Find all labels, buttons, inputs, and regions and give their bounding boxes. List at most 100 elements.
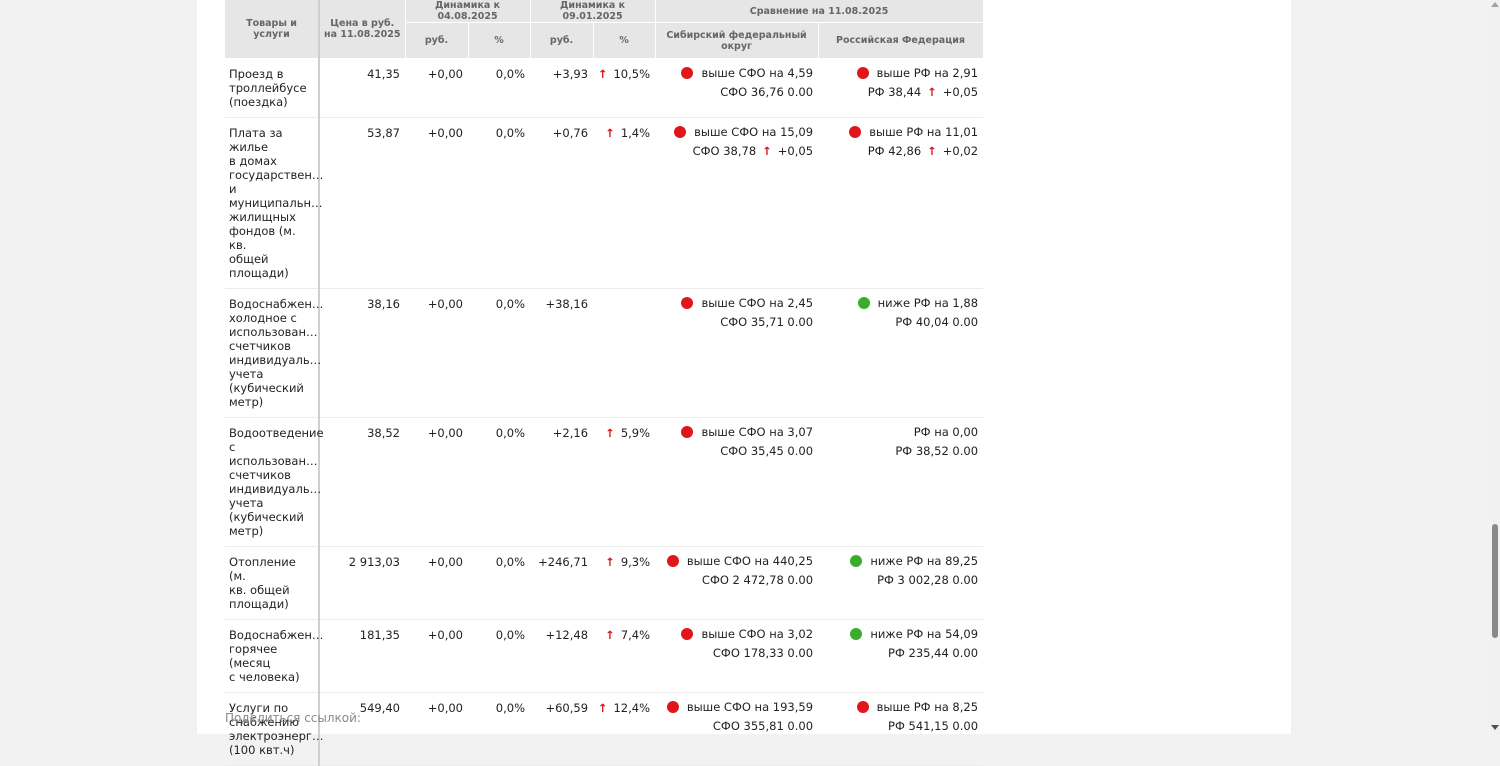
sfo-comparison-difference-text: выше СФО на 2,45 (701, 296, 814, 310)
cell-price: 38,52 (319, 417, 405, 547)
arrow-up-icon: ↑ (927, 85, 937, 99)
sfo-comparison-average-text: СФО 38,78 (692, 144, 757, 158)
sfo-comparison-average-text: СФО 178,33 0.00 (712, 646, 814, 660)
scroll-up-icon[interactable] (1491, 2, 1499, 7)
status-dot-icon (674, 126, 687, 138)
arrow-up-icon: ↑ (605, 628, 615, 642)
cell-rf-comparison: РФ на 0,00 РФ 38,52 0.00 (818, 417, 984, 547)
arrow-up-icon: ↑ (597, 701, 608, 715)
header-dyn1-rub[interactable]: руб. (405, 22, 469, 59)
goods-name-line: (поездка) (229, 95, 288, 109)
goods-name-line: площади) (229, 266, 289, 280)
goods-name-line: (кубический (229, 510, 304, 524)
cell-goods-name: Проезд в троллейбусе (поездка) (225, 58, 320, 118)
sfo-comparison-difference-text: выше СФО на 3,02 (701, 627, 814, 641)
sfo-comparison-average-text: СФО 35,45 0.00 (720, 444, 814, 458)
arrow-up-icon: ↑ (597, 67, 608, 81)
header-dynamics-year: Динамика к 09.01.2025 (530, 0, 656, 23)
header-dyn1-pct[interactable]: % (468, 22, 531, 59)
rf-comparison-average-delta: +0,02 (942, 144, 979, 158)
goods-name-line: учета (229, 496, 264, 510)
cell-price: 2 913,03 (319, 546, 405, 620)
cell-dyn2-pct: ↑ 5,9% (593, 417, 656, 547)
cell-dyn2-rub: +60,59 (530, 692, 594, 766)
goods-name-line: Плата за жилье (229, 126, 283, 154)
rf-comparison-average-text: РФ 42,86 (867, 144, 922, 158)
status-dot-icon (666, 555, 679, 567)
goods-name-line: государствен… (229, 168, 324, 182)
goods-name-line: электроэнерг… (229, 729, 324, 743)
rf-comparison-difference: РФ на 0,00 (822, 423, 978, 442)
page-content: Товары и услуги Цена в руб. на 11.08.202… (197, 0, 1291, 766)
sfo-comparison-difference-text: выше СФО на 4,59 (701, 66, 814, 80)
cell-sfo-comparison: выше СФО на 440,25 СФО 2 472,78 0.00 (655, 546, 819, 620)
cell-dyn2-rub: +12,48 (530, 619, 594, 693)
page-scrollbar[interactable] (1490, 0, 1500, 734)
header-dyn2-pct[interactable]: % (593, 22, 656, 59)
sfo-comparison-difference: выше СФО на 440,25 (659, 552, 813, 571)
status-dot-icon (681, 628, 694, 640)
sfo-comparison-difference-text: выше СФО на 15,09 (694, 125, 814, 139)
status-dot-icon (849, 126, 862, 138)
rf-comparison-difference: выше РФ на 11,01 (822, 123, 978, 142)
header-dyn2-rub[interactable]: руб. (530, 22, 594, 59)
dyn2-pct-value: 9,3% (620, 555, 651, 569)
goods-name-line: Услуги по (229, 701, 289, 715)
rf-comparison-difference-text: ниже РФ на 89,25 (870, 554, 979, 568)
rf-comparison-average-text: РФ 541,15 0.00 (888, 719, 979, 733)
goods-name-line: жилищных (229, 210, 296, 224)
header-rf[interactable]: Российская Федерация (818, 22, 984, 59)
scroll-down-icon[interactable] (1491, 725, 1499, 730)
rf-comparison-average: РФ 38,44 ↑ +0,05 (822, 83, 978, 102)
goods-name-line: кв. общей (229, 583, 290, 597)
cell-dyn1-rub: +0,00 (405, 692, 468, 766)
dyn2-pct-value: 1,4% (620, 126, 651, 140)
cell-dyn1-rub: +0,00 (405, 288, 468, 418)
goods-name-line: снабжению (229, 715, 300, 729)
cell-dyn2-rub: +38,16 (530, 288, 594, 418)
header-price[interactable]: Цена в руб. на 11.08.2025 (319, 0, 406, 59)
sfo-comparison-difference: выше СФО на 4,59 (659, 64, 813, 83)
goods-name-line: с (229, 440, 236, 454)
goods-name-line: холодное с (229, 311, 297, 325)
table-row: Отопление (м. кв. общей площади) 2 913,03 +0… (225, 546, 984, 620)
status-dot-icon (850, 555, 863, 567)
arrow-up-icon: ↑ (762, 144, 772, 158)
goods-name-line: счетчиков (229, 468, 291, 482)
header-sfo[interactable]: Сибирский федеральный округ (655, 22, 819, 59)
sfo-comparison-difference-text: выше СФО на 193,59 (686, 700, 814, 714)
scrollbar-thumb[interactable] (1492, 524, 1498, 638)
cell-dyn2-pct: ↑ 1,4% (593, 117, 656, 289)
rf-comparison-average-text: РФ 235,44 0.00 (888, 646, 979, 660)
sfo-comparison-difference: выше СФО на 3,07 (659, 423, 813, 442)
table-row: Водоснабжен… горячее (месяц с человека) 181… (225, 619, 984, 693)
table-row: Услуги по снабжению электроэнерг… (100 квт.… (225, 692, 984, 766)
rf-comparison-difference-text: РФ на 0,00 (913, 425, 979, 439)
sfo-comparison-average-text: СФО 35,71 0.00 (720, 315, 814, 329)
header-dynamics-week: Динамика к 04.08.2025 (405, 0, 531, 23)
sfo-comparison-difference-text: выше СФО на 3,07 (701, 425, 814, 439)
goods-name-line: и (229, 182, 237, 196)
cell-goods-name: Плата за жилье в домах государствен… и муниц… (225, 117, 324, 289)
cell-dyn2-pct: ↑ 12,4% (593, 692, 656, 766)
goods-name-line: троллейбусе (229, 81, 307, 95)
cell-dyn1-rub: +0,00 (405, 619, 468, 693)
price-comparison-table: Товары и услуги Цена в руб. на 11.08.202… (225, 0, 984, 766)
goods-name-line: с человека) (229, 670, 300, 684)
cell-sfo-comparison: выше СФО на 2,45 СФО 35,71 0.00 (655, 288, 819, 418)
goods-name-line: индивидуаль… (229, 482, 322, 496)
rf-comparison-average-text: РФ 3 002,28 0.00 (877, 573, 979, 587)
header-goods[interactable]: Товары и услуги (225, 0, 320, 59)
cell-goods-name: Отопление (м. кв. общей площади) (225, 546, 320, 620)
cell-goods-name: Услуги по снабжению электроэнерг… (100 квт.… (225, 692, 324, 766)
cell-dyn1-pct: 0,0% (468, 619, 531, 693)
cell-dyn1-pct: 0,0% (468, 546, 531, 620)
cell-price: 181,35 (319, 619, 405, 693)
status-dot-icon (856, 67, 869, 79)
rf-comparison-difference-text: ниже РФ на 54,09 (870, 627, 979, 641)
rf-comparison-average: РФ 38,52 0.00 (822, 442, 978, 461)
cell-rf-comparison: ниже РФ на 54,09 РФ 235,44 0.00 (818, 619, 984, 693)
cell-rf-comparison: выше РФ на 11,01 РФ 42,86 ↑ +0,02 (818, 117, 984, 289)
cell-price: 41,35 (319, 58, 405, 118)
sfo-comparison-average: СФО 178,33 0.00 (659, 644, 813, 663)
